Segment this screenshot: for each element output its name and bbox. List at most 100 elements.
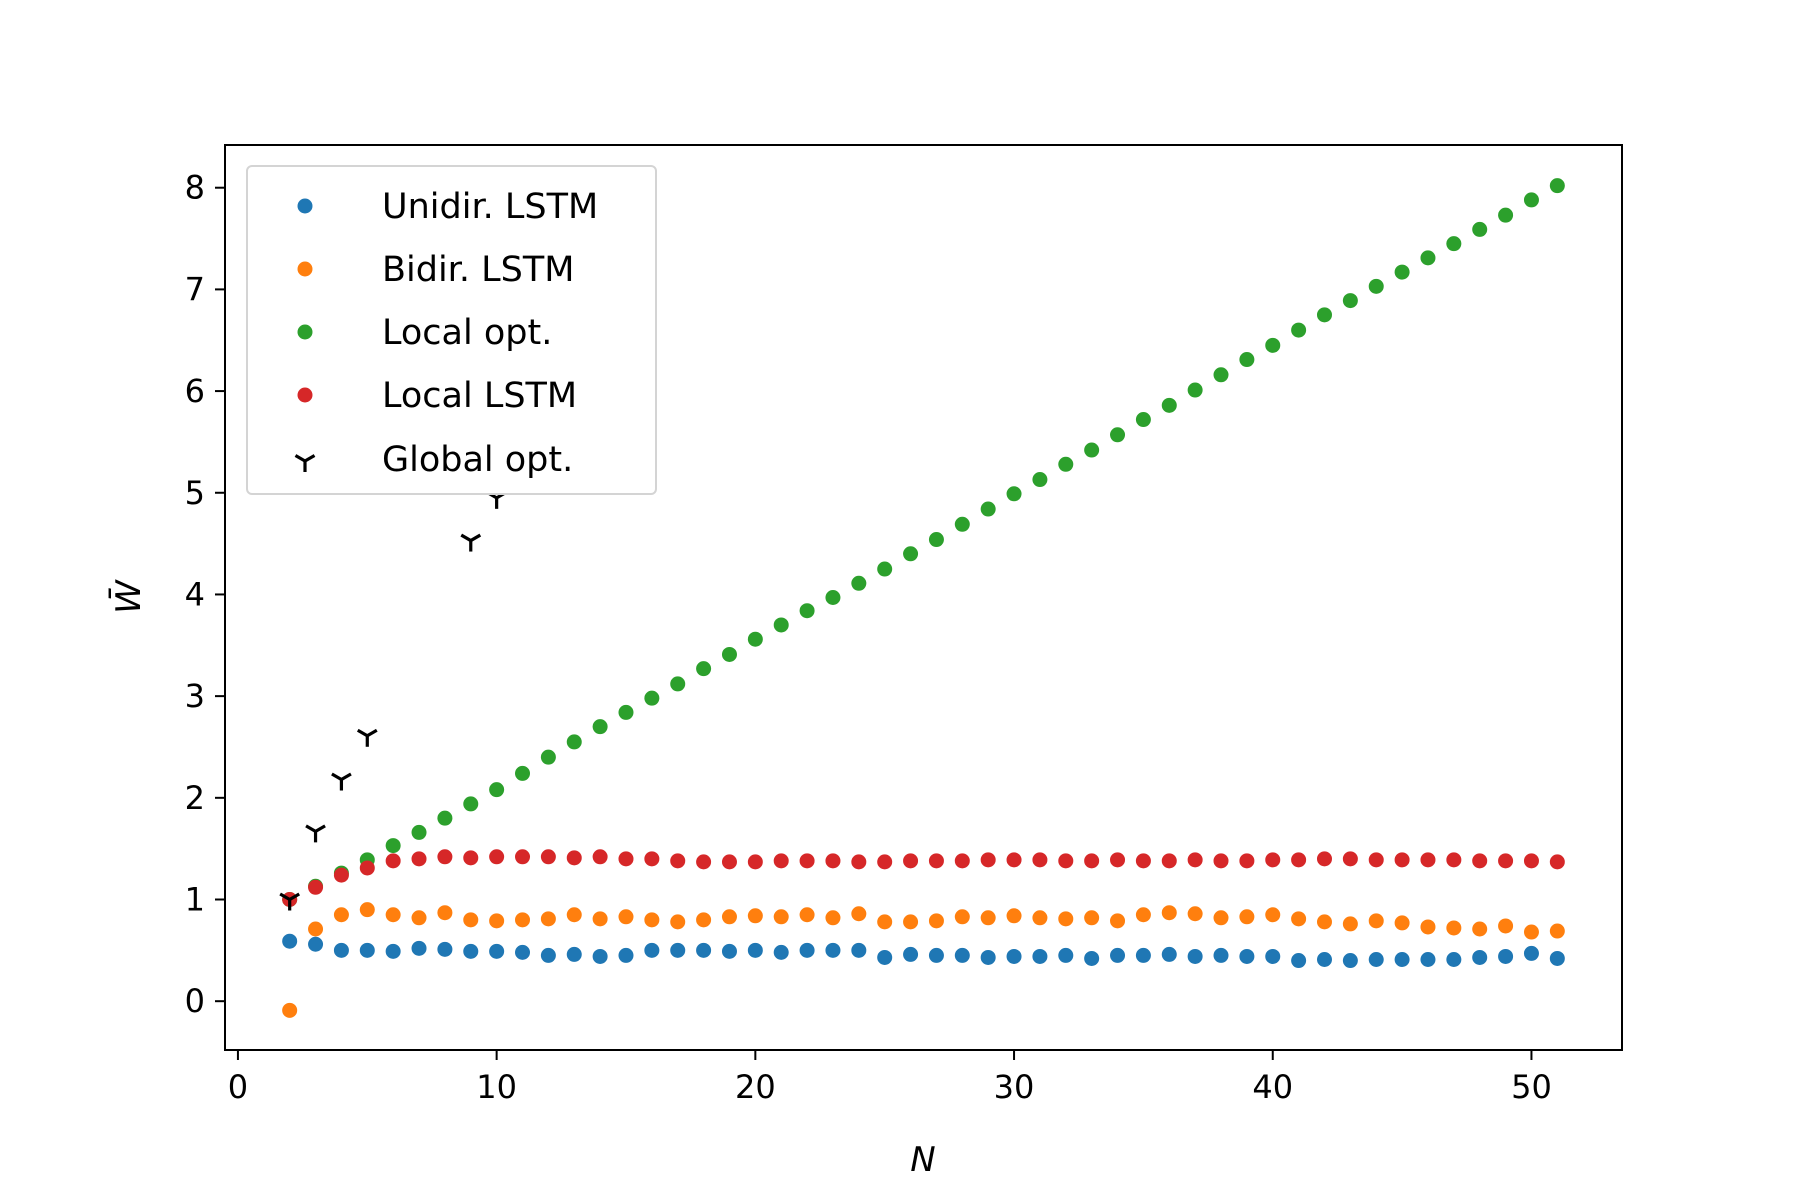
data-point xyxy=(437,849,453,865)
data-point xyxy=(618,909,634,925)
data-point xyxy=(592,849,608,865)
data-point xyxy=(1446,236,1462,252)
data-point xyxy=(1394,264,1410,280)
legend-label: Local LSTM xyxy=(382,376,577,416)
plot-frame xyxy=(224,144,1623,1051)
data-point xyxy=(411,851,427,867)
data-point xyxy=(333,907,349,923)
data-point xyxy=(1161,397,1177,413)
data-point xyxy=(721,943,737,959)
data-point xyxy=(1420,919,1436,935)
data-point xyxy=(980,949,996,965)
data-point xyxy=(825,910,841,926)
data-point xyxy=(1187,906,1203,922)
data-point xyxy=(1368,952,1384,967)
data-point xyxy=(773,617,789,633)
data-point xyxy=(1265,852,1281,868)
x-axis-label: N xyxy=(910,1140,935,1180)
data-point xyxy=(1523,192,1539,208)
legend-marker xyxy=(297,261,313,277)
data-point xyxy=(1394,915,1410,931)
y-axis-label: W̄ xyxy=(108,579,149,614)
data-point xyxy=(1316,307,1332,323)
data-point xyxy=(670,942,686,958)
series-2 xyxy=(282,178,1565,908)
data-point xyxy=(1084,853,1100,869)
data-point xyxy=(359,902,375,918)
data-point xyxy=(1394,952,1410,967)
data-point xyxy=(460,533,482,552)
data-point xyxy=(670,914,686,930)
data-point xyxy=(1006,486,1022,502)
data-point xyxy=(980,852,996,868)
data-point xyxy=(515,849,531,865)
data-point xyxy=(308,921,324,937)
data-point xyxy=(489,782,505,798)
data-point xyxy=(489,913,505,929)
data-point xyxy=(851,942,867,958)
data-point xyxy=(644,690,660,706)
data-point xyxy=(954,853,970,869)
data-point xyxy=(877,949,893,965)
data-point xyxy=(799,907,815,923)
data-point xyxy=(1549,854,1565,870)
data-point xyxy=(592,719,608,735)
data-point xyxy=(1265,337,1281,353)
data-point xyxy=(799,942,815,958)
legend: Unidir. LSTM Bidir. LSTM Local opt. Local L… xyxy=(246,165,657,495)
y-tick-label: 4 xyxy=(185,575,205,613)
data-point xyxy=(1342,851,1358,867)
data-point xyxy=(1110,852,1126,868)
data-point xyxy=(385,943,401,959)
data-point xyxy=(644,912,660,928)
data-point xyxy=(1316,952,1332,967)
data-point xyxy=(980,501,996,517)
data-point xyxy=(1135,853,1151,869)
data-point xyxy=(540,947,556,963)
data-point xyxy=(515,944,531,960)
legend-item: Global opt. xyxy=(294,440,573,480)
data-point xyxy=(1187,852,1203,868)
data-point xyxy=(1498,948,1514,964)
data-point xyxy=(1135,907,1151,923)
data-point xyxy=(385,838,401,854)
data-point xyxy=(515,912,531,928)
data-point xyxy=(1213,853,1229,869)
y-tick-label: 3 xyxy=(185,677,205,715)
data-point xyxy=(1265,948,1281,964)
x-tick-label: 30 xyxy=(994,1068,1035,1106)
data-point xyxy=(954,909,970,925)
data-point xyxy=(1084,910,1100,926)
data-point xyxy=(696,942,712,958)
legend-label: Unidir. LSTM xyxy=(382,187,598,227)
data-point xyxy=(1187,948,1203,964)
data-point xyxy=(282,1002,298,1018)
data-point xyxy=(540,849,556,865)
x-axis: 0 10 20 30 40 50 xyxy=(228,1050,1552,1106)
data-point xyxy=(825,942,841,958)
data-point xyxy=(670,853,686,869)
data-point xyxy=(799,853,815,869)
data-point xyxy=(282,933,298,949)
data-point xyxy=(308,936,324,952)
data-point xyxy=(670,676,686,692)
data-point xyxy=(1549,923,1565,939)
data-point xyxy=(1420,852,1436,868)
data-point xyxy=(618,851,634,867)
legend-marker xyxy=(297,387,313,403)
data-point xyxy=(1420,250,1436,266)
data-point xyxy=(592,911,608,927)
data-point xyxy=(385,907,401,923)
legend-marker xyxy=(294,454,316,472)
data-point xyxy=(1291,852,1307,868)
data-point xyxy=(928,913,944,929)
data-point xyxy=(359,942,375,958)
data-point xyxy=(980,910,996,926)
data-point xyxy=(1523,853,1539,869)
data-point xyxy=(1549,950,1565,966)
series-4 xyxy=(279,490,507,911)
data-point xyxy=(1058,911,1074,927)
data-point xyxy=(1110,913,1126,929)
data-point xyxy=(463,796,479,812)
x-tick-label: 20 xyxy=(735,1068,776,1106)
